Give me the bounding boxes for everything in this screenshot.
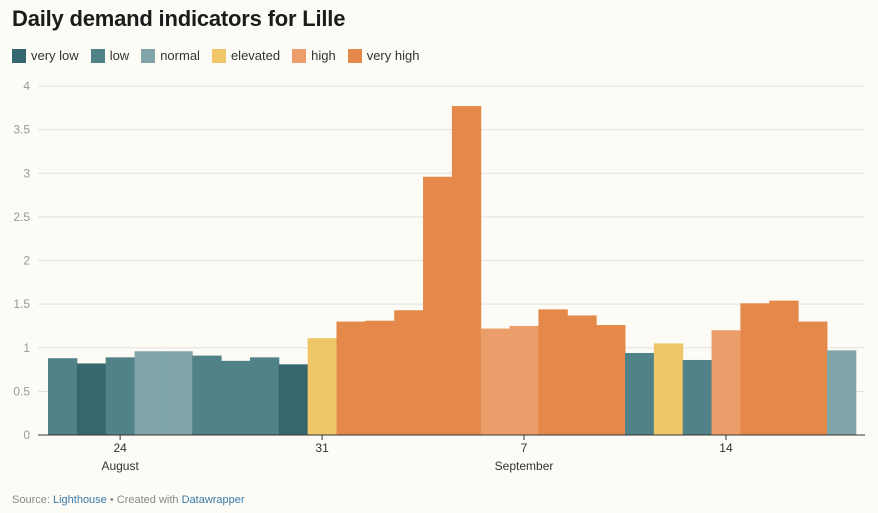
y-tick-label: 0.5 [13,384,30,398]
y-tick-label: 2 [23,254,30,268]
legend: very low low normal elevated high very high [12,48,419,63]
y-tick-label: 1.5 [13,297,30,311]
legend-label: high [311,48,336,63]
x-tick-label: 24 [113,441,127,455]
footer: Source: Lighthouse • Created with Datawr… [12,494,245,506]
bar [278,364,309,435]
bar [192,355,222,435]
bar [105,357,136,435]
legend-item-low: low [90,48,130,63]
bar [711,330,741,435]
x-tick-label: 31 [315,441,329,455]
legend-swatch [12,48,26,63]
x-tick-sublabel: August [101,459,139,473]
legend-label: elevated [230,48,281,63]
bar [826,350,857,435]
y-tick-label: 3 [23,166,30,180]
source-link[interactable]: Lighthouse [52,494,107,506]
legend-item-high: high [292,48,336,63]
created-with: • Created with [106,494,182,506]
bar [769,300,799,435]
bar [249,357,280,435]
bar [682,359,713,435]
y-tick-label: 2.5 [13,210,30,224]
legend-label: very high [366,48,420,63]
bar-chart: 0 0.5 1 1.5 2 2.5 3 3.5 4 24 August 31 7 September 14 [13,79,865,473]
x-tick-label: 14 [719,441,733,455]
bar [336,321,366,435]
x-tick-sublabel: September [495,459,554,473]
legend-label: very low [31,48,79,63]
legend-label: normal [160,48,200,63]
y-tick-label: 0 [23,428,30,442]
legend-swatch [292,48,307,63]
legend-item-very-high: very high [347,48,420,63]
chart-title: Daily demand indicators for Lille [12,6,346,31]
bar [451,106,482,435]
legend-item-elevated: elevated [211,48,281,63]
legend-swatch [90,48,105,63]
y-tick-label: 1 [23,341,30,355]
legend-label: low [109,48,130,63]
legend-swatch [347,48,362,63]
bar [538,309,568,435]
bar [365,320,395,435]
bar [480,328,511,435]
bar [394,310,424,435]
bar [740,303,770,435]
legend-item-normal: normal [141,48,200,63]
bar [76,363,107,435]
bar [596,325,626,435]
x-tick-label: 7 [521,441,528,455]
bar [163,351,193,435]
bar [653,343,684,435]
bar [134,351,164,435]
bar [567,315,597,435]
y-tick-label: 4 [23,79,30,93]
bar [423,176,453,436]
bar [307,338,337,435]
datawrapper-link[interactable]: Datawrapper [181,494,245,506]
legend-item-very-low: very low [12,48,79,63]
y-tick-label: 3.5 [13,123,30,137]
legend-swatch [141,48,156,63]
legend-swatch [211,48,226,63]
bar [798,321,828,435]
bar [625,352,655,435]
bar [509,325,539,435]
source-prefix: Source: [12,494,53,506]
bar [221,360,251,435]
bar [48,358,78,435]
